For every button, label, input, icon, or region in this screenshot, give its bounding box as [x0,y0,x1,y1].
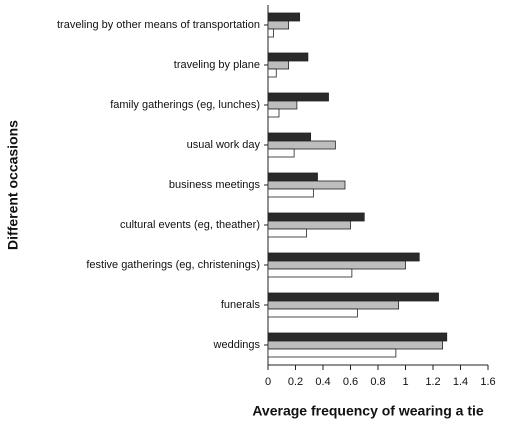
bar [267,108,280,118]
bar [267,300,400,310]
x-tick-label: 0.4 [315,376,330,388]
x-tick-label: 0.2 [288,376,303,388]
bar [267,132,312,142]
bar [267,52,309,62]
x-tick-label: 0.6 [343,376,358,388]
y-tick-label: cultural events (eg, theather) [120,219,260,231]
bar [267,188,314,198]
bar [267,148,295,158]
bar [267,68,277,78]
bar [267,348,397,358]
bar [267,20,290,30]
bar [267,172,318,182]
bar [267,100,298,110]
bar [267,228,307,238]
bar [267,308,358,318]
bar [267,12,301,22]
bar [267,268,353,278]
bar [267,260,406,270]
x-tick-label: 0.8 [370,376,385,388]
x-tick-label: 1.4 [453,376,468,388]
x-tick-label: 1.2 [425,376,440,388]
x-tick-label: 1.6 [480,376,495,388]
y-tick-label: weddings [213,339,261,351]
y-tick-label: traveling by plane [174,59,260,71]
bar [267,212,365,222]
bar [267,92,329,102]
bar [267,140,336,150]
y-tick-label: funerals [221,299,261,311]
bar [267,60,290,70]
bar [267,340,444,350]
x-axis-title: Average frequency of wearing a tie [252,403,484,419]
x-tick-label: 1 [402,376,408,388]
x-tick-label: 0 [265,376,271,388]
y-tick-label: usual work day [187,139,261,151]
bar [267,180,346,190]
bar [267,28,274,38]
y-tick-label: festive gatherings (eg, christenings) [86,259,260,271]
bar [267,292,439,302]
y-tick-label: family gatherings (eg, lunches) [110,99,260,111]
y-tick-label: business meetings [169,179,261,191]
y-axis-title: Different occasions [5,120,21,250]
bar [267,220,351,230]
bar [267,332,448,342]
bar [267,252,420,262]
y-tick-label: traveling by other means of transportati… [57,19,260,31]
